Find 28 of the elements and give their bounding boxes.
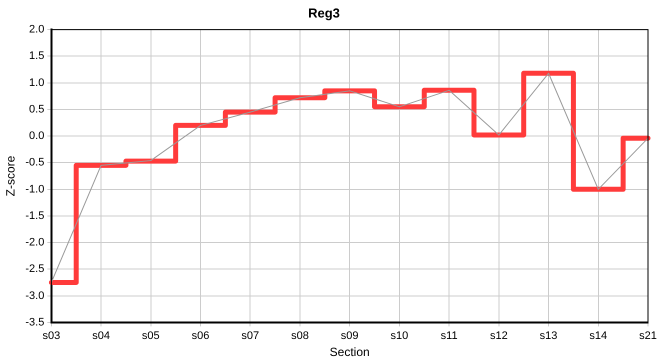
x-tick-label: s08 — [291, 330, 309, 342]
y-tick-label: -3.5 — [25, 316, 44, 328]
x-tick-label: s11 — [440, 330, 458, 342]
y-axis-title: Z-score — [4, 155, 18, 196]
y-tick-label: -2.0 — [25, 236, 44, 249]
x-tick-label: s12 — [490, 330, 508, 342]
x-tick-label: s10 — [390, 330, 408, 342]
y-tick-label: 1.0 — [29, 76, 44, 89]
x-tick-label: s04 — [92, 330, 110, 342]
y-tick-label: -3.0 — [25, 290, 44, 302]
y-tick-label: 0.0 — [29, 130, 44, 142]
x-tick-label: s07 — [241, 330, 260, 342]
y-tick-label: -0.5 — [25, 156, 44, 169]
x-axis-title: Section — [330, 345, 370, 360]
x-tick-label: s14 — [589, 330, 608, 342]
y-tick-label: -1.0 — [25, 183, 44, 196]
chart-title: Reg3 — [308, 5, 340, 20]
y-tick-label: 0.5 — [29, 103, 44, 116]
x-tick-label: s13 — [540, 330, 558, 342]
x-tick-label: s03 — [42, 330, 60, 342]
x-tick-label: s05 — [142, 330, 160, 342]
x-tick-label: s06 — [192, 330, 210, 342]
x-tick-label: s21 — [639, 330, 657, 342]
y-tick-label: 2.0 — [29, 24, 44, 36]
y-tick-label: -1.5 — [25, 210, 44, 222]
y-tick-label: -2.5 — [25, 263, 44, 276]
x-tick-label: s09 — [340, 330, 359, 342]
y-tick-label: 1.5 — [29, 50, 44, 62]
